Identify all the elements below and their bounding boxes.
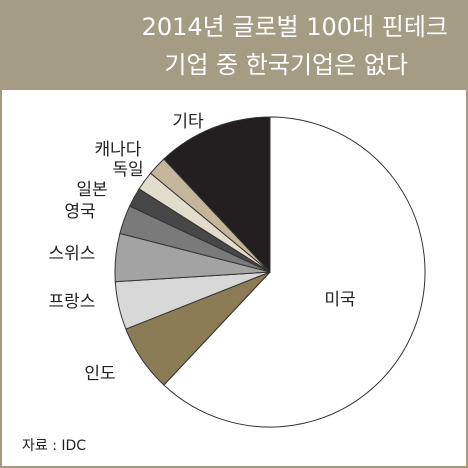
- slice-label: 인도: [84, 364, 115, 384]
- slice-label: 스위스: [49, 244, 96, 264]
- slice-label: 캐나다: [95, 140, 142, 160]
- source: 자료 : IDC: [22, 438, 86, 454]
- pie-slice: [163, 116, 271, 274]
- slice-label: 독일: [112, 160, 143, 180]
- slice-label: 프랑스: [49, 292, 96, 312]
- slice-label: 일본: [76, 180, 107, 200]
- chart-title: 2014년 글로벌 100대 핀테크: [142, 13, 448, 41]
- header: [0, 0, 468, 90]
- pie-slice: [163, 116, 426, 428]
- slice-label: 기타: [172, 112, 204, 132]
- chart-title: 기업 중 한국기업은 없다: [164, 51, 408, 79]
- slice-label: 영국: [64, 202, 95, 222]
- slice-label: 미국: [324, 290, 355, 310]
